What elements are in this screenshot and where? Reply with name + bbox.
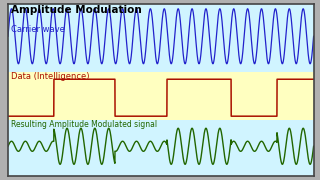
Bar bbox=[8, 72, 314, 120]
Text: Data (Intelligence): Data (Intelligence) bbox=[11, 71, 90, 80]
Bar bbox=[8, 4, 314, 72]
Bar bbox=[8, 120, 314, 176]
Text: Carrier wave: Carrier wave bbox=[11, 25, 65, 34]
Text: Resulting Amplitude Modulated signal: Resulting Amplitude Modulated signal bbox=[11, 120, 157, 129]
Text: Amplitude Modulation: Amplitude Modulation bbox=[11, 5, 142, 15]
